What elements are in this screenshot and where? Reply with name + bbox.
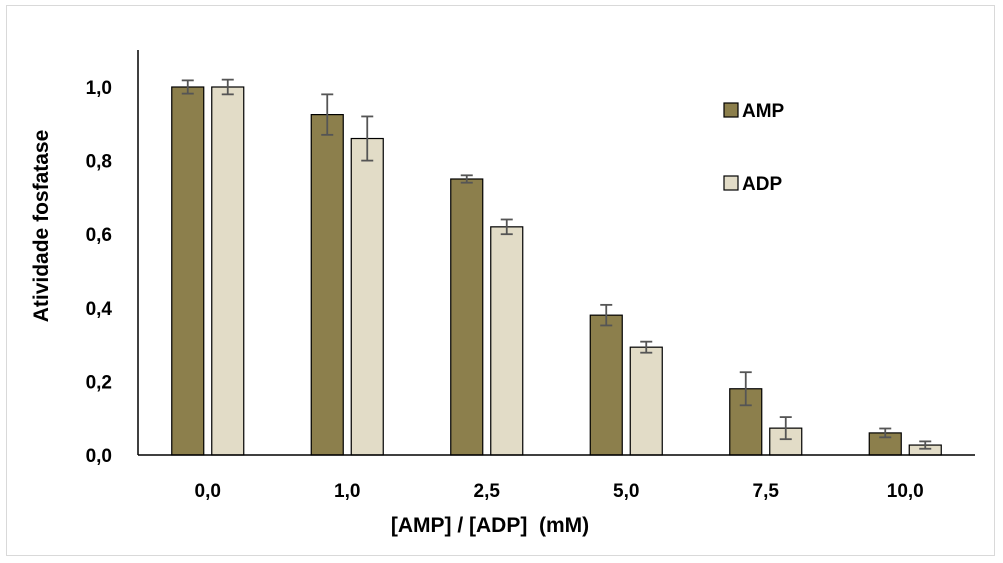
legend-swatch-adp — [723, 175, 739, 191]
x-tick-label: 5,0 — [613, 481, 639, 502]
y-tick-label: 0,4 — [86, 299, 113, 320]
x-tick-label: 0,0 — [195, 481, 221, 502]
legend-label-adp: ADP — [742, 174, 782, 195]
x-tick-labels: 0,0 1,0 2,5 5,0 7,5 10,0 — [195, 481, 924, 502]
error-bar-amp-3 — [600, 303, 613, 327]
error-bar-amp-0 — [181, 79, 194, 95]
error-bar-amp-5 — [879, 427, 892, 439]
x-tick-label: 10,0 — [887, 481, 924, 502]
axes-layer — [137, 50, 975, 456]
x-axis-title: [AMP] / [ADP] (mM) — [391, 514, 589, 537]
error-bar-adp-5 — [919, 440, 932, 450]
x-tick-label: 2,5 — [474, 481, 501, 502]
bar-amp-3 — [589, 314, 623, 456]
error-bar-adp-3 — [640, 340, 653, 354]
legend: AMP ADP — [723, 101, 785, 195]
error-bar-adp-2 — [500, 218, 513, 236]
error-bars-layer — [181, 78, 932, 450]
y-axis-title: Atividade fosfatase — [30, 130, 53, 323]
error-bar-amp-1 — [321, 93, 334, 136]
x-tick-label: 1,0 — [334, 481, 360, 502]
y-tick-label: 0,6 — [86, 225, 112, 246]
bar-amp-1 — [310, 113, 344, 456]
error-bar-amp-4 — [739, 371, 752, 407]
bar-amp-0 — [171, 86, 205, 456]
bars-layer — [171, 86, 942, 456]
y-tick-label: 0,8 — [86, 152, 112, 173]
bar-adp-2 — [490, 226, 524, 456]
error-bar-adp-1 — [361, 115, 374, 162]
bar-adp-3 — [629, 346, 663, 456]
y-tick-label: 1,0 — [86, 78, 112, 99]
error-bar-adp-4 — [779, 416, 792, 441]
y-tick-label: 0,2 — [86, 372, 112, 393]
y-tick-label: 0,0 — [86, 446, 112, 467]
bar-adp-0 — [211, 86, 245, 456]
error-bar-amp-2 — [460, 174, 473, 184]
legend-swatch-amp — [723, 102, 739, 118]
x-tick-label: 7,5 — [753, 481, 780, 502]
bar-amp-2 — [450, 178, 484, 456]
error-bar-adp-0 — [221, 78, 234, 96]
y-tick-labels: 0,0 0,2 0,4 0,6 0,8 1,0 — [86, 78, 113, 467]
legend-label-amp: AMP — [742, 101, 785, 122]
bar-adp-1 — [350, 137, 384, 456]
